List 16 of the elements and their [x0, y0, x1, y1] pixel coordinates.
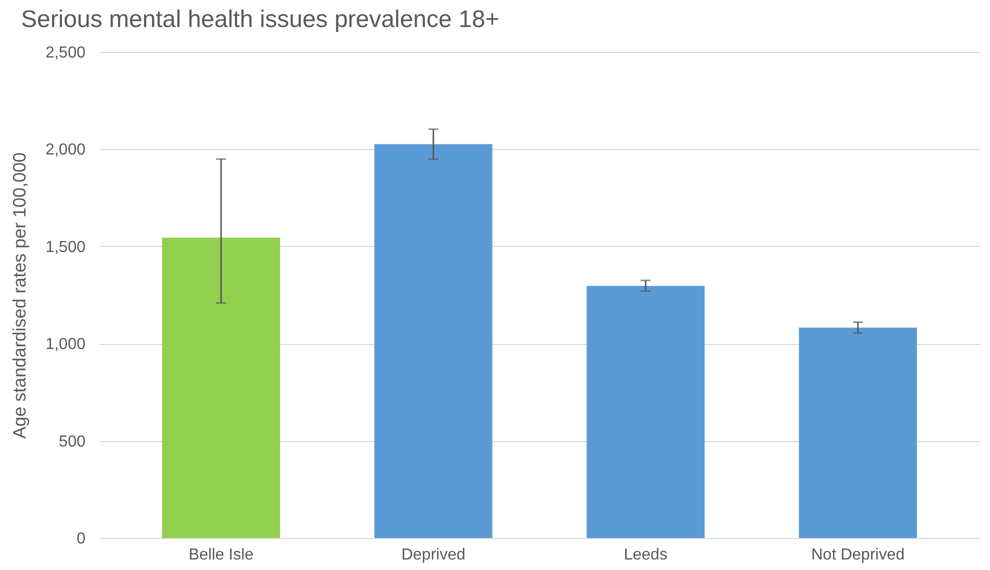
- bar: [162, 238, 280, 538]
- bar: [374, 144, 492, 538]
- y-tick-label: 1,000: [45, 336, 86, 354]
- x-tick-label: Deprived: [401, 546, 466, 564]
- y-tick-label: 500: [58, 433, 86, 450]
- bar: [798, 328, 917, 538]
- y-tick-label: 0: [76, 530, 86, 548]
- x-tick-label: Belle Isle: [188, 546, 254, 564]
- x-tick-label: Leeds: [624, 546, 668, 564]
- x-tick-label: Not Deprived: [811, 546, 905, 564]
- y-axis-title: Age standardised rates per 100,000: [9, 152, 30, 439]
- chart-title: Serious mental health issues prevalence 18+: [20, 6, 500, 33]
- bar: [586, 286, 705, 538]
- y-tick-label: 1,500: [45, 238, 86, 256]
- y-tick-label: 2,000: [45, 142, 86, 159]
- y-tick-label: 2,500: [45, 44, 86, 62]
